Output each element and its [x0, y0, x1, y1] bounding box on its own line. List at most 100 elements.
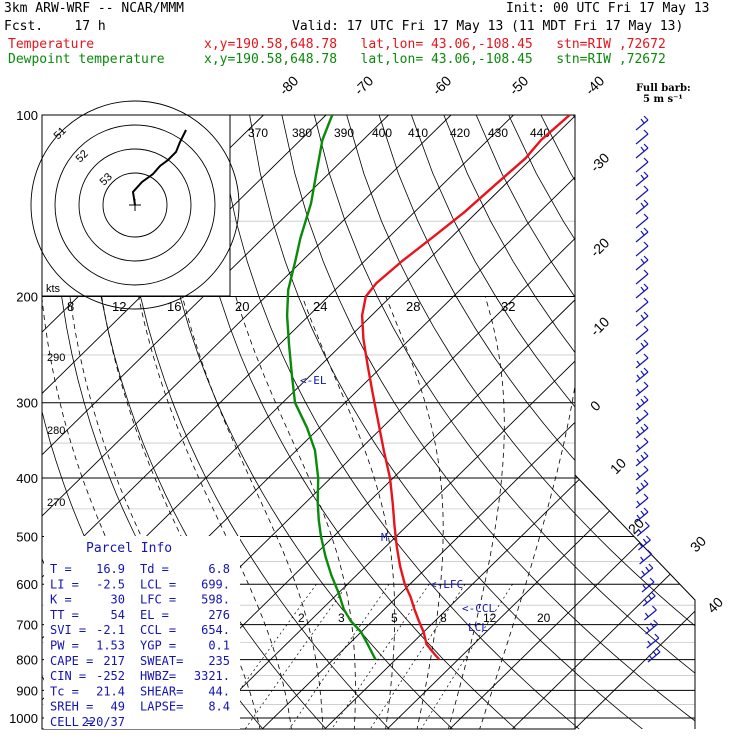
dewpoint-trace: [285, 115, 377, 661]
hodograph-ring: [54, 124, 216, 286]
wind-barb: [635, 493, 649, 509]
parcel-info-key: LCL =: [140, 577, 176, 591]
dry-adiabat-line: [216, 115, 582, 729]
mixing-ratio-label: 2: [298, 611, 305, 625]
parcel-info-key: CIN =: [50, 669, 86, 683]
parcel-info-key: CCL =: [140, 623, 176, 637]
dewpoint-location-info: x,y=190.58,648.78 lat,lon= 43.06,-108.45…: [204, 52, 666, 67]
parcel-marker-label: M: [381, 531, 388, 544]
parcel-info-value: 699.: [201, 577, 230, 591]
wind-tick-label: 12: [112, 299, 126, 314]
parcel-info-value: 235: [208, 654, 230, 668]
parcel-info-key: HWBZ=: [140, 669, 176, 683]
wind-barb: [635, 325, 649, 341]
wind-barb: [646, 633, 660, 649]
pressure-tick-label: 700: [16, 618, 38, 633]
moist-adiabat-line: [138, 296, 292, 729]
wind-barb: [639, 549, 653, 565]
wind-barb: [644, 605, 657, 621]
parcel-info-value: 16.9: [96, 562, 125, 576]
parcel-info-value: 21.4: [96, 684, 125, 698]
pressure-tick-label: 300: [16, 396, 38, 411]
moist-adiabat-line: [447, 296, 505, 729]
wind-barb: [635, 185, 649, 201]
dry-adiabat-line: [346, 115, 695, 729]
parcel-info-value: 49: [111, 700, 125, 714]
pressure-tick-label: 200: [16, 290, 38, 305]
isotherm-line: [42, 115, 452, 729]
mixing-ratio-label: 12: [483, 611, 497, 625]
parcel-info-background: [44, 536, 240, 729]
parcel-info-value: -2.1: [96, 623, 125, 637]
init-time: Init: 00 UTC Fri 17 May 13: [506, 1, 710, 16]
mixing-ratio-label: 5: [391, 611, 398, 625]
pressure-tick-label: 900: [16, 683, 38, 698]
dewpoint-legend: Dewpoint temperature: [8, 52, 165, 67]
wind-barb: [635, 115, 649, 131]
parcel-info-key: K =: [50, 593, 72, 607]
parcel-info-box: Parcel Info T = 16.9 Td = 6.8 LI = -2.5 LCL = 69…: [44, 536, 240, 729]
hodograph-frame: [41, 114, 231, 297]
model-title: 3km ARW-WRF -- NCAR/MMM: [4, 1, 185, 16]
isotherm-line: [447, 115, 695, 729]
hodograph-ring: [102, 172, 168, 238]
wind-barb: [635, 339, 649, 355]
parcel-info-key: Td =: [140, 562, 169, 576]
sounding-traces: [285, 115, 571, 661]
parcel-info-key: LFC =: [140, 593, 176, 607]
parcel-info-value: 30: [111, 593, 125, 607]
wind-barb: [635, 143, 649, 159]
wind-barb: [635, 479, 649, 495]
wind-barb: [635, 283, 649, 299]
hodograph-trace: [131, 129, 187, 206]
parcel-info-value: -2.5: [96, 577, 125, 591]
theta-tick-label: 390: [334, 126, 354, 140]
barb-legend-title: Full barb:: [636, 83, 691, 94]
dry-adiabat-line: [152, 115, 455, 729]
mixing-ratio-line: [243, 583, 348, 729]
dry-adiabat-label: 270: [47, 497, 65, 509]
parcel-info-value: 598.: [201, 593, 230, 607]
parcel-info-key: SVI =: [50, 623, 86, 637]
parcel-marker-label: <-LFC: [430, 578, 463, 591]
temperature-location-info: x,y=190.58,648.78 lat,lon= 43.06,-108.45…: [204, 37, 666, 52]
theta-tick-label: 380: [292, 126, 312, 140]
pressure-tick-label: 1000: [9, 711, 38, 726]
theta-tick-label: 420: [450, 126, 470, 140]
parcel-info-title: Parcel Info: [86, 541, 172, 556]
wind-barb: [641, 577, 655, 593]
isotherm-line: [42, 115, 514, 729]
parcel-marker-label: <-CCL: [462, 602, 495, 615]
parcel-info-value: 8.4: [208, 700, 230, 714]
wind-barb: [640, 563, 654, 579]
isotherm-line: [572, 115, 695, 729]
parcel-info-key: SHEAR=: [140, 684, 183, 698]
skew-border: [574, 474, 696, 729]
plot-border: [41, 114, 576, 730]
forecast-hour: Fcst. 17 h: [4, 19, 106, 34]
dry-adiabat-line: [313, 115, 695, 729]
isotherm-line: [42, 115, 389, 729]
parcel-info-key: T =: [50, 562, 72, 576]
wind-barb: [635, 353, 649, 369]
parcel-info-value: 6.8: [208, 562, 230, 576]
parcel-info-key: YGP =: [140, 639, 176, 653]
parcel-markers: <-EL M <-LFC <-CCL LCL: [300, 374, 495, 634]
pressure-tick-label: 500: [16, 529, 38, 544]
hodograph-ring: [78, 148, 192, 262]
pressure-tick-label: 400: [16, 471, 38, 486]
parcel-info-key: CELL =: [50, 715, 93, 729]
parcel-info-value: 654.: [201, 623, 230, 637]
dry-adiabat-line: [411, 115, 695, 729]
parcel-info-key: CAPE =: [50, 654, 93, 668]
mixing-ratio-label: 8: [440, 611, 447, 625]
isotherm-line: [510, 115, 695, 729]
wind-barb: [635, 171, 649, 187]
wind-barb: [635, 199, 649, 215]
dry-adiabat-line: [281, 115, 695, 729]
parcel-info-key: TT =: [50, 608, 79, 622]
moist-adiabat-line: [301, 296, 396, 729]
parcel-marker-label: <-EL: [300, 374, 327, 387]
